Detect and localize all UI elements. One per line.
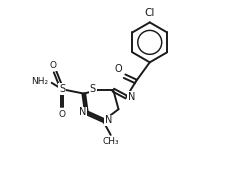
Text: N: N [128, 92, 135, 102]
Text: O: O [114, 64, 122, 74]
Text: O: O [50, 61, 57, 70]
Text: S: S [90, 84, 96, 94]
Text: S: S [59, 84, 65, 94]
Text: NH₂: NH₂ [31, 77, 48, 86]
Text: Cl: Cl [145, 8, 155, 18]
Text: O: O [59, 110, 66, 119]
Text: N: N [105, 116, 112, 125]
Text: N: N [79, 107, 86, 117]
Text: CH₃: CH₃ [102, 137, 119, 146]
